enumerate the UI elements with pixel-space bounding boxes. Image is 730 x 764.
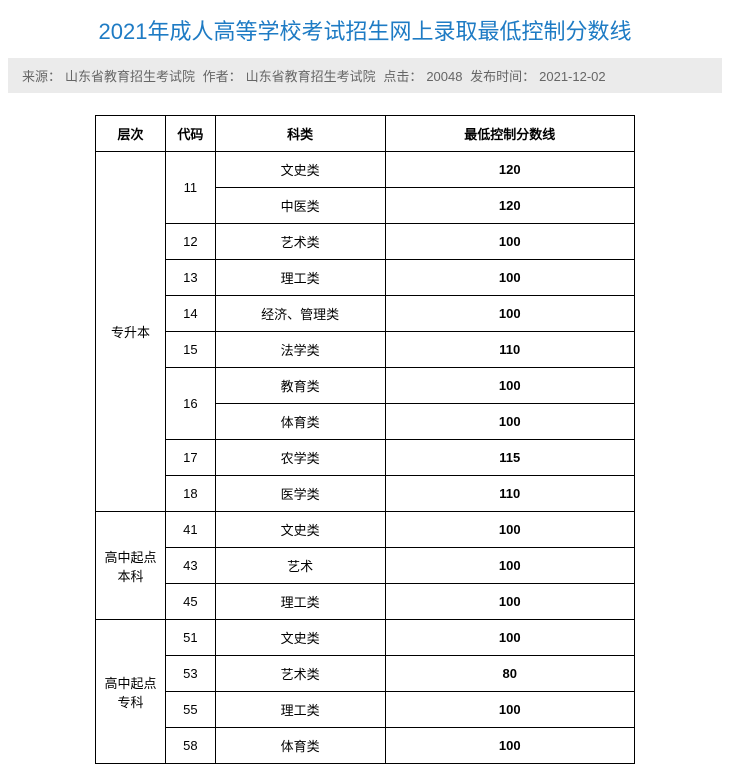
score-cell: 100 [385,512,635,548]
table-row: 15 法学类 110 [96,332,635,368]
category-cell: 艺术类 [215,224,385,260]
score-cell: 100 [385,620,635,656]
code-cell: 12 [165,224,215,260]
code-cell: 43 [165,548,215,584]
code-cell: 41 [165,512,215,548]
header-score: 最低控制分数线 [385,116,635,152]
score-cell: 100 [385,224,635,260]
table-row: 14 经济、管理类 100 [96,296,635,332]
score-cell: 100 [385,692,635,728]
clicks-label: 点击： [383,69,422,84]
code-cell: 55 [165,692,215,728]
table-row: 53 艺术类 80 [96,656,635,692]
category-cell: 理工类 [215,584,385,620]
category-cell: 文史类 [215,512,385,548]
category-cell: 艺术类 [215,656,385,692]
score-cell: 110 [385,332,635,368]
source-value: 山东省教育招生考试院 [65,69,195,84]
code-cell: 17 [165,440,215,476]
table-row: 17 农学类 115 [96,440,635,476]
category-cell: 经济、管理类 [215,296,385,332]
table-row: 43 艺术 100 [96,548,635,584]
level-cell: 高中起点专科 [96,620,166,764]
table-row: 13 理工类 100 [96,260,635,296]
category-cell: 艺术 [215,548,385,584]
table-row: 高中起点本科 41 文史类 100 [96,512,635,548]
score-cell: 100 [385,404,635,440]
score-cell: 100 [385,368,635,404]
table-container: 层次 代码 科类 最低控制分数线 专升本 11 文史类 120 中医类 120 … [0,115,730,764]
score-cell: 120 [385,188,635,224]
table-row: 专升本 11 文史类 120 [96,152,635,188]
category-cell: 体育类 [215,728,385,764]
category-cell: 理工类 [215,692,385,728]
score-cell: 100 [385,296,635,332]
date-label: 发布时间： [470,69,535,84]
header-code: 代码 [165,116,215,152]
code-cell: 53 [165,656,215,692]
code-cell: 13 [165,260,215,296]
author-value: 山东省教育招生考试院 [246,69,376,84]
date-value: 2021-12-02 [539,69,606,84]
code-cell: 15 [165,332,215,368]
source-label: 来源： [22,69,61,84]
header-level: 层次 [96,116,166,152]
category-cell: 文史类 [215,620,385,656]
clicks-value: 20048 [426,69,462,84]
category-cell: 体育类 [215,404,385,440]
code-cell: 18 [165,476,215,512]
level-cell: 专升本 [96,152,166,512]
code-cell: 11 [165,152,215,224]
category-cell: 教育类 [215,368,385,404]
category-cell: 中医类 [215,188,385,224]
score-cell: 100 [385,584,635,620]
score-cell: 110 [385,476,635,512]
score-cell: 100 [385,260,635,296]
table-row: 高中起点专科 51 文史类 100 [96,620,635,656]
table-row: 12 艺术类 100 [96,224,635,260]
code-cell: 51 [165,620,215,656]
table-row: 18 医学类 110 [96,476,635,512]
meta-bar: 来源： 山东省教育招生考试院 作者： 山东省教育招生考试院 点击： 20048 发布时… [8,58,722,93]
category-cell: 理工类 [215,260,385,296]
code-cell: 45 [165,584,215,620]
table-row: 55 理工类 100 [96,692,635,728]
category-cell: 文史类 [215,152,385,188]
author-label: 作者： [203,69,242,84]
category-cell: 医学类 [215,476,385,512]
table-row: 16 教育类 100 [96,368,635,404]
level-cell: 高中起点本科 [96,512,166,620]
code-cell: 58 [165,728,215,764]
category-cell: 法学类 [215,332,385,368]
score-cell: 120 [385,152,635,188]
code-cell: 16 [165,368,215,440]
table-row: 45 理工类 100 [96,584,635,620]
category-cell: 农学类 [215,440,385,476]
score-cell: 80 [385,656,635,692]
page-title: 2021年成人高等学校考试招生网上录取最低控制分数线 [0,0,730,58]
code-cell: 14 [165,296,215,332]
table-header-row: 层次 代码 科类 最低控制分数线 [96,116,635,152]
score-cell: 115 [385,440,635,476]
score-cell: 100 [385,728,635,764]
score-table: 层次 代码 科类 最低控制分数线 专升本 11 文史类 120 中医类 120 … [95,115,635,764]
table-row: 58 体育类 100 [96,728,635,764]
header-category: 科类 [215,116,385,152]
score-cell: 100 [385,548,635,584]
